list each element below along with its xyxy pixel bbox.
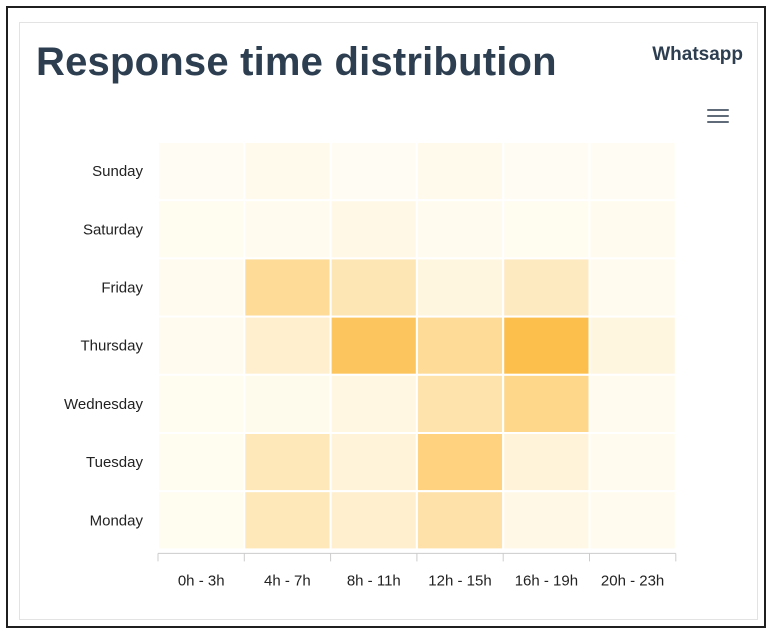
heatmap-cell[interactable] [415, 373, 505, 434]
heatmap-cell[interactable] [502, 373, 591, 434]
chart-title: Response time distribution [36, 40, 557, 84]
heatmap-cell[interactable] [243, 315, 332, 376]
heatmap-cell[interactable] [502, 490, 591, 551]
menu-line [707, 109, 729, 111]
menu-line [707, 115, 729, 117]
heatmap-cell[interactable] [157, 141, 246, 202]
heatmap-cell[interactable] [502, 315, 591, 376]
heatmap-cell[interactable] [588, 315, 677, 376]
heatmap-cell[interactable] [243, 432, 332, 493]
heatmap-cell[interactable] [415, 315, 505, 376]
heatmap-cell[interactable] [588, 373, 677, 434]
heatmap-cell[interactable] [502, 432, 591, 493]
heatmap-cell[interactable] [502, 257, 591, 318]
heatmap-cell[interactable] [157, 257, 246, 318]
heatmap-cell[interactable] [588, 432, 677, 493]
y-axis-label: Sunday [92, 163, 143, 180]
heatmap-cell[interactable] [243, 490, 332, 551]
heatmap-cell[interactable] [329, 373, 418, 434]
heatmap-cell[interactable] [329, 490, 418, 551]
heatmap-cell[interactable] [415, 141, 505, 202]
heatmap-cell[interactable] [415, 490, 505, 551]
y-axis-label: Thursday [80, 338, 143, 355]
heatmap-cell[interactable] [329, 141, 418, 202]
heatmap-cell[interactable] [329, 315, 418, 376]
heatmap-cell[interactable] [415, 199, 505, 260]
heatmap-cell[interactable] [243, 199, 332, 260]
y-axis-label: Tuesday [86, 454, 143, 471]
heatmap-cell[interactable] [329, 199, 418, 260]
heatmap-cell[interactable] [588, 199, 677, 260]
heatmap-cell[interactable] [157, 315, 246, 376]
heatmap-cell[interactable] [588, 141, 677, 202]
heatmap-cell[interactable] [243, 141, 332, 202]
heatmap-cell[interactable] [157, 490, 246, 551]
heatmap-cell[interactable] [157, 432, 246, 493]
x-axis-label: 8h - 11h [347, 572, 401, 589]
heatmap-cell[interactable] [502, 199, 591, 260]
hamburger-menu-icon[interactable] [705, 104, 731, 126]
heatmap-cell[interactable] [415, 257, 505, 318]
y-axis-label: Wednesday [64, 396, 143, 413]
heatmap-cell[interactable] [243, 257, 332, 318]
heatmap-cell[interactable] [157, 199, 246, 260]
channel-label: Whatsapp [652, 44, 743, 65]
y-axis-label: Monday [90, 512, 144, 529]
heatmap-cell[interactable] [157, 373, 246, 434]
heatmap-cell[interactable] [588, 257, 677, 318]
x-axis-label: 12h - 15h [428, 572, 491, 589]
x-axis-label: 20h - 23h [601, 572, 664, 589]
x-axis-label: 0h - 3h [178, 572, 225, 589]
heatmap-cell[interactable] [329, 257, 418, 318]
heatmap-cell[interactable] [502, 141, 591, 202]
heatmap-cell[interactable] [588, 490, 677, 551]
heatmap-cell[interactable] [329, 432, 418, 493]
x-axis-label: 4h - 7h [264, 572, 311, 589]
y-axis-label: Friday [101, 280, 143, 297]
heatmap-cell[interactable] [243, 373, 332, 434]
y-axis-label: Saturday [83, 221, 144, 238]
heatmap-cell[interactable] [415, 432, 505, 493]
menu-line [707, 121, 729, 123]
x-axis-label: 16h - 19h [515, 572, 578, 589]
